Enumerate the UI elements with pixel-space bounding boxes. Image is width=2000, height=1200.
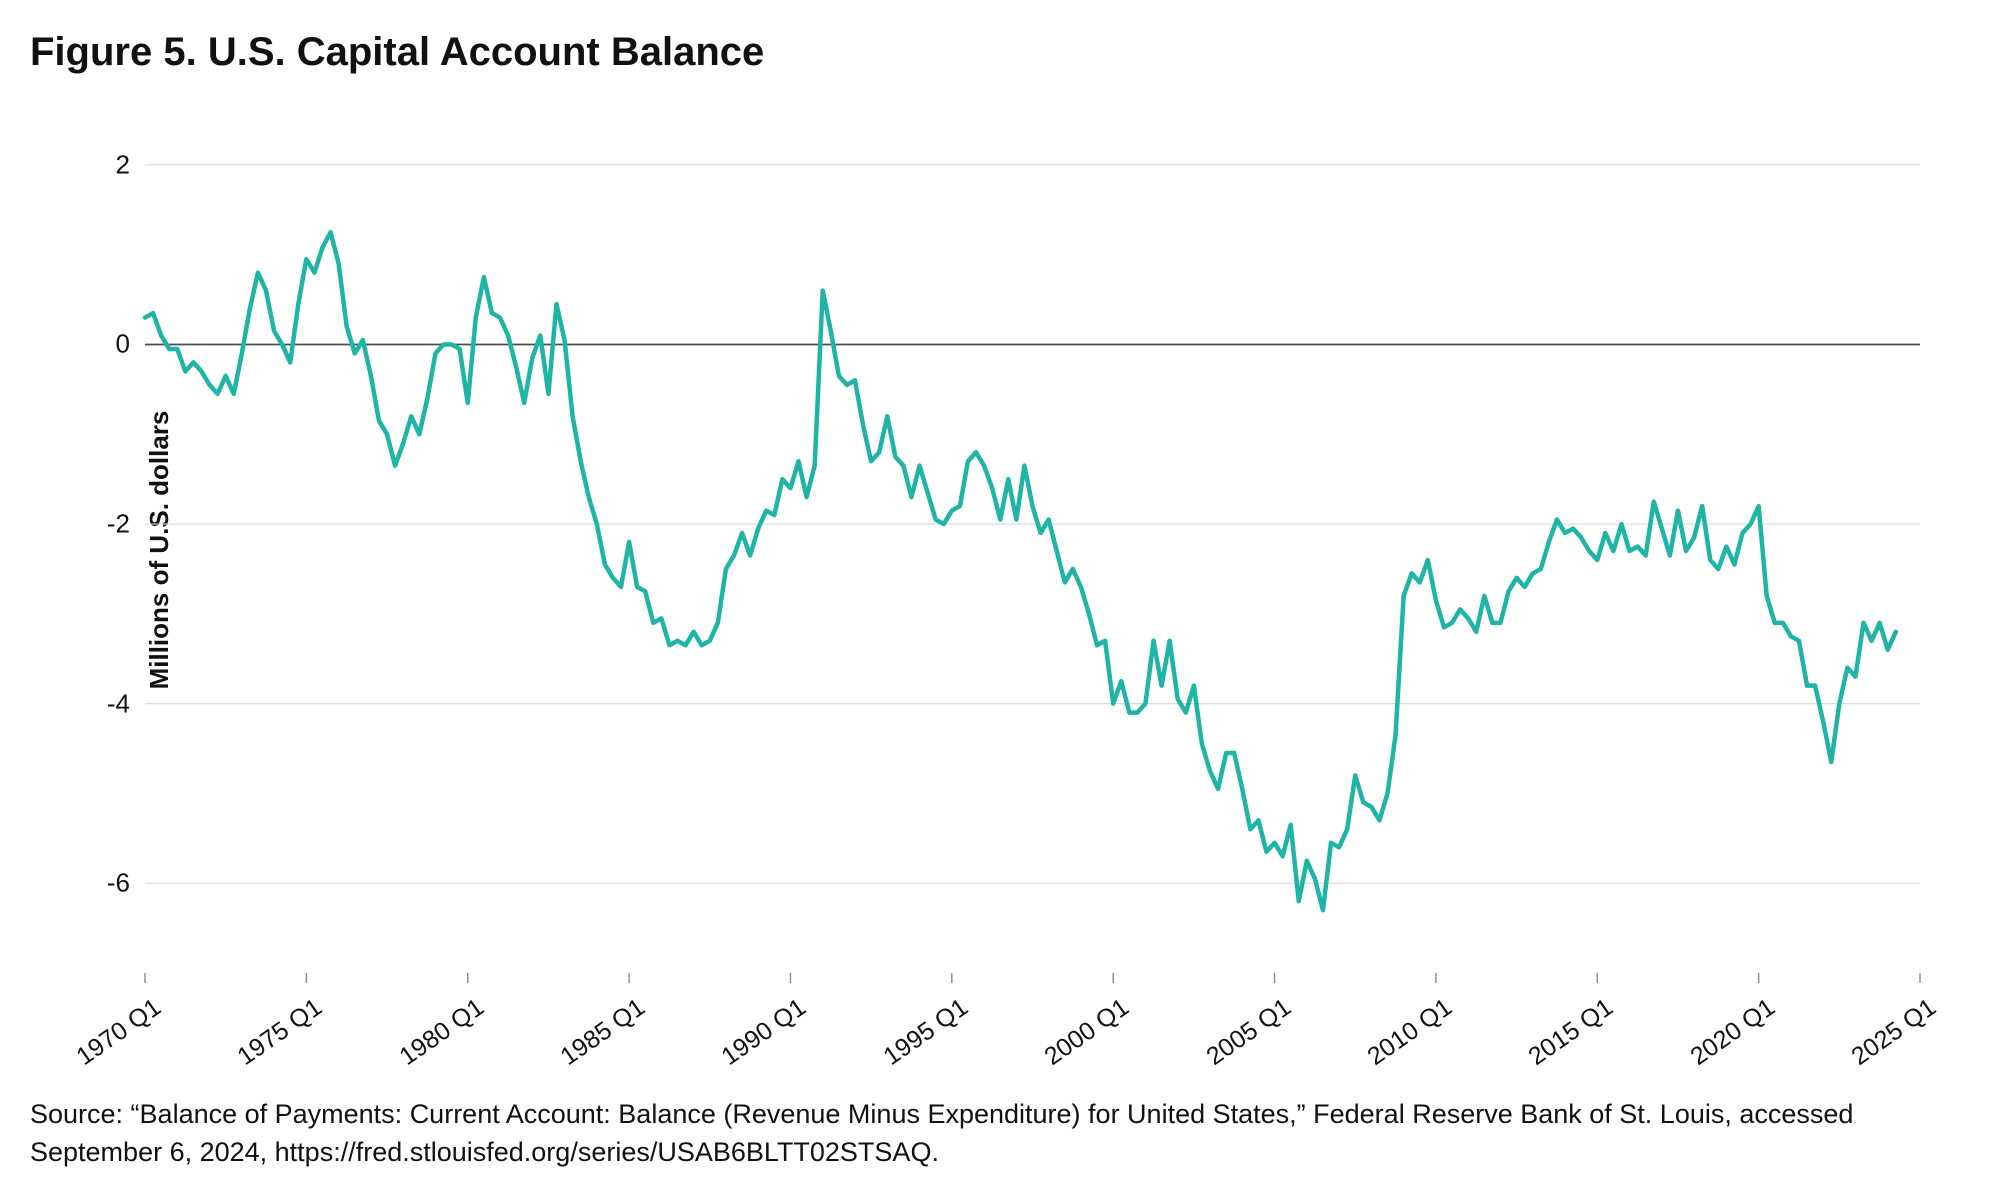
x-tick-label: 1970 Q1 [68, 993, 167, 1074]
figure-source: Source: “Balance of Payments: Current Ac… [30, 1096, 1960, 1172]
x-tick-label: 1980 Q1 [391, 993, 490, 1074]
chart-area: Millions of U.S. dollars -6-4-202 1970 Q… [30, 95, 1930, 1005]
y-tick-label: 0 [50, 329, 130, 360]
x-tick-label: 2025 Q1 [1843, 993, 1942, 1074]
x-tick-label: 1995 Q1 [875, 993, 974, 1074]
y-tick-label: 2 [50, 149, 130, 180]
x-tick-label: 2015 Q1 [1520, 993, 1619, 1074]
x-tick-label: 2000 Q1 [1036, 993, 1135, 1074]
x-tick-label: 2010 Q1 [1359, 993, 1458, 1074]
plot-area [140, 95, 1930, 1005]
x-tick-label: 1990 Q1 [714, 993, 813, 1074]
y-tick-label: -2 [50, 509, 130, 540]
y-tick-label: -6 [50, 868, 130, 899]
x-tick-label: 1985 Q1 [552, 993, 651, 1074]
figure-title: Figure 5. U.S. Capital Account Balance [30, 30, 1960, 75]
x-tick-label: 2020 Q1 [1682, 993, 1781, 1074]
x-tick-label: 1975 Q1 [229, 993, 328, 1074]
y-tick-label: -4 [50, 688, 130, 719]
x-tick-label: 2005 Q1 [1198, 993, 1297, 1074]
line-chart-svg [140, 95, 1930, 1005]
